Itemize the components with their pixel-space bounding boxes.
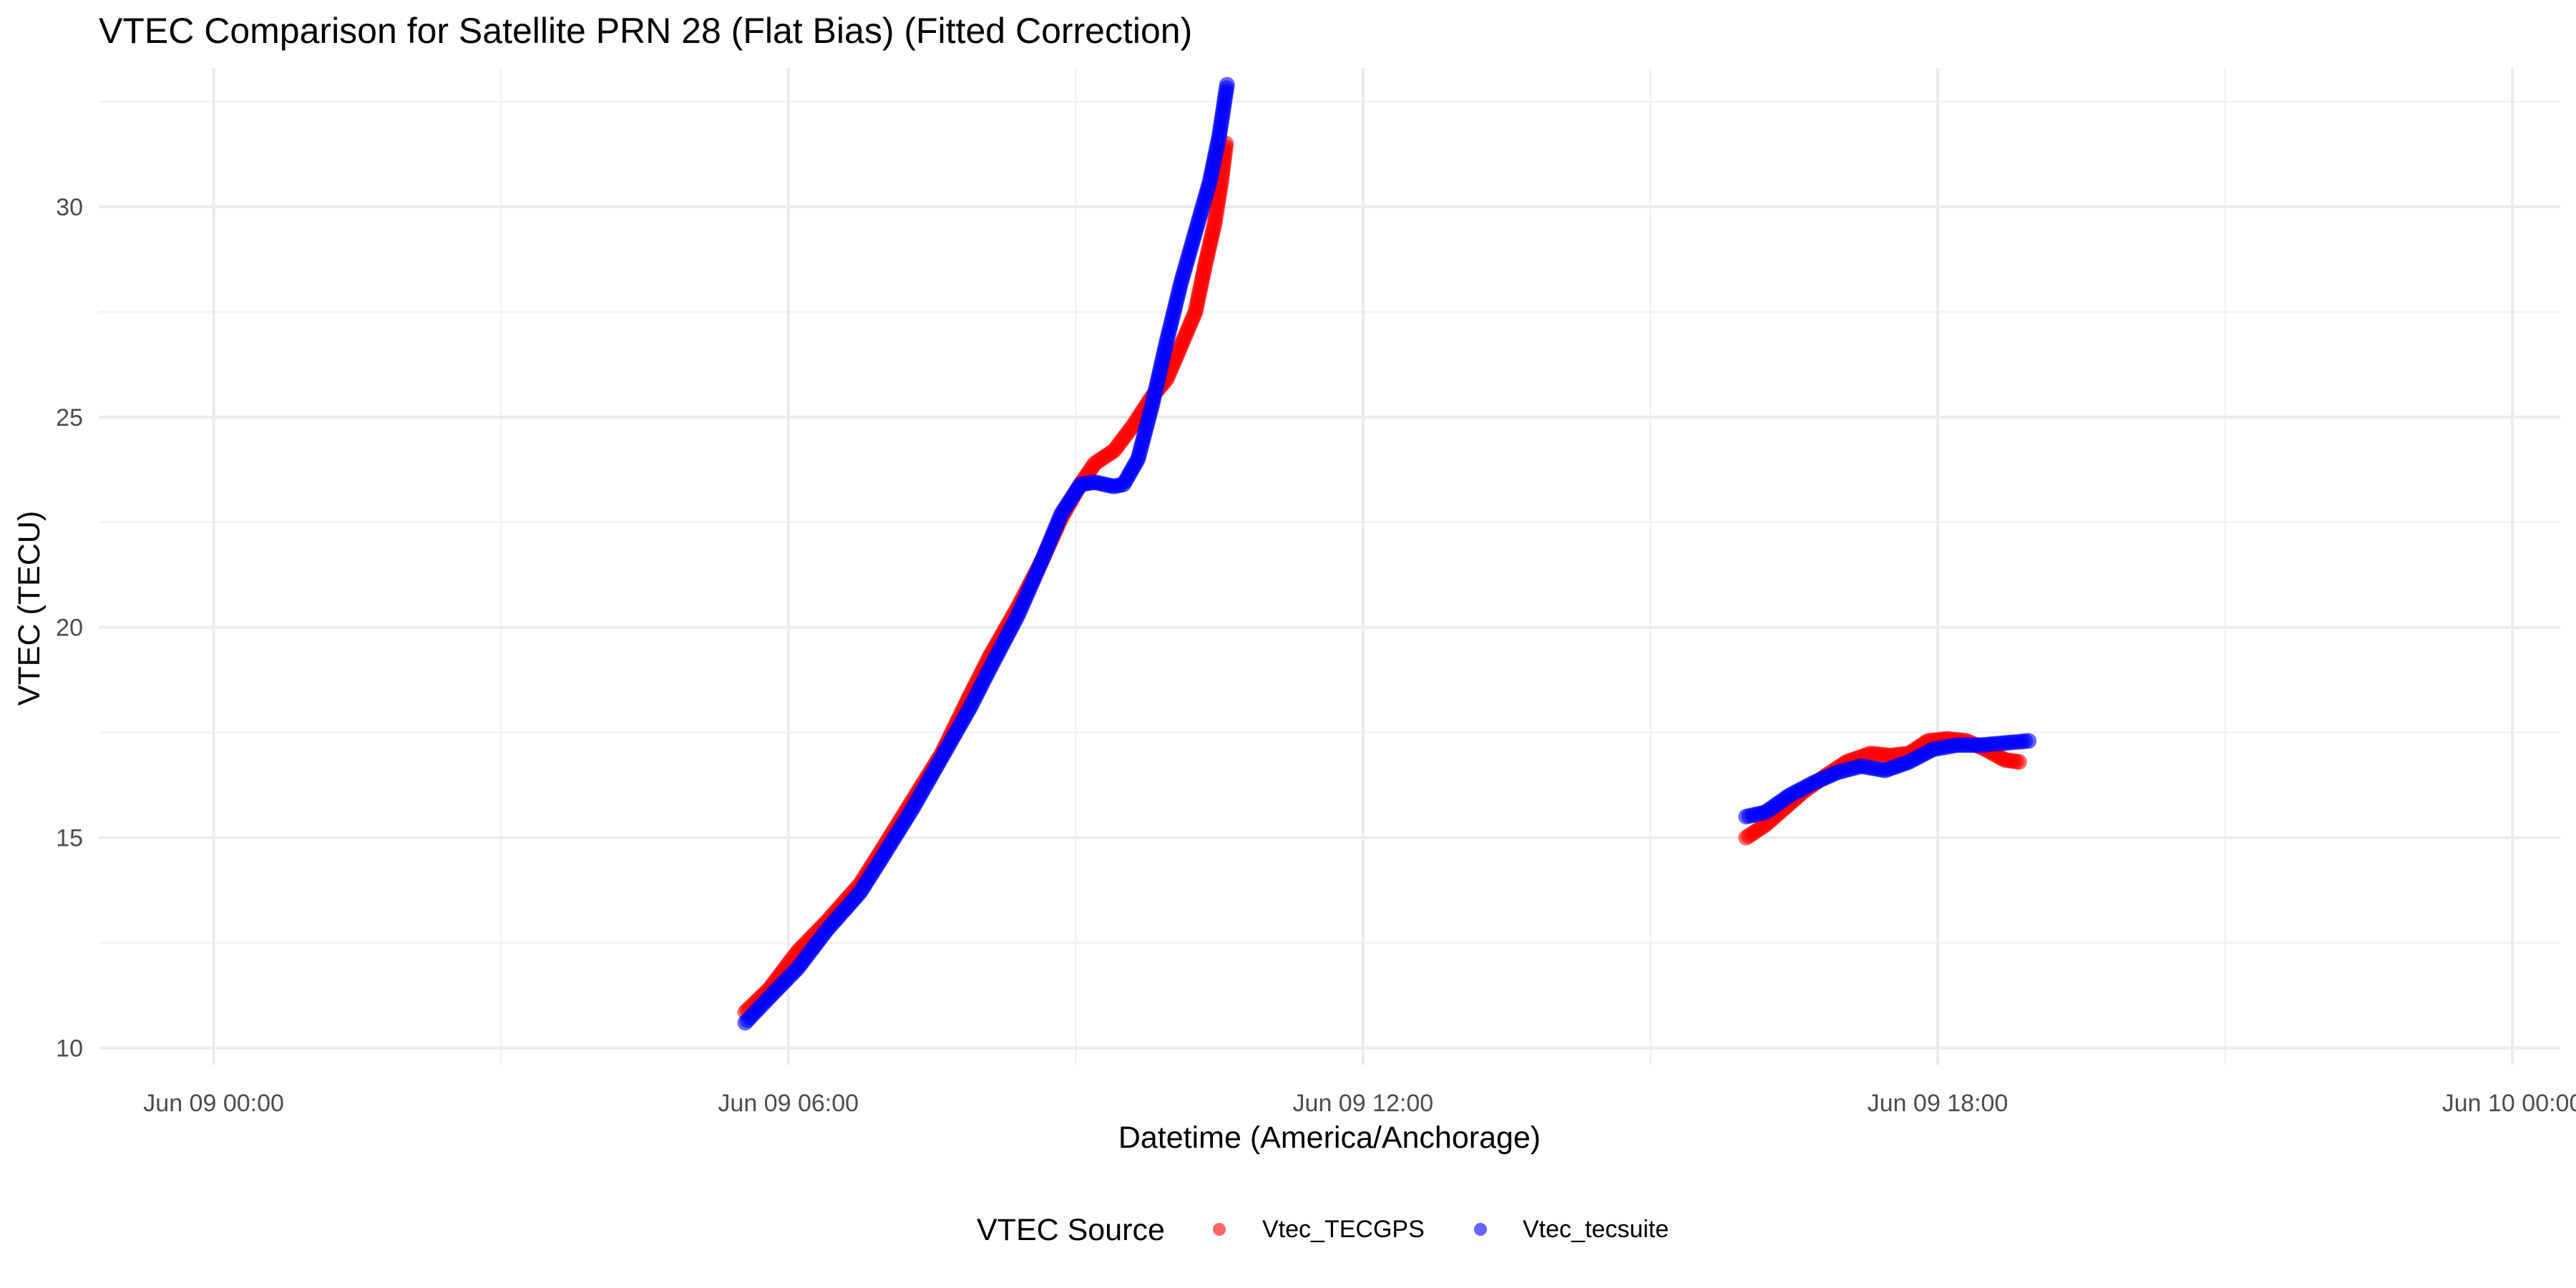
legend-label-vtec-tecgps: Vtec_TECGPS bbox=[1262, 1216, 1425, 1243]
data-point bbox=[1219, 77, 1235, 93]
x-tick-label: Jun 09 06:00 bbox=[718, 1090, 859, 1117]
y-tick-label: 20 bbox=[56, 615, 83, 642]
legend-label-vtec-tecsuite: Vtec_tecsuite bbox=[1523, 1216, 1669, 1243]
x-tick-label: Jun 09 18:00 bbox=[1868, 1090, 2009, 1117]
y-tick-label: 15 bbox=[56, 825, 83, 852]
y-tick-label: 10 bbox=[56, 1035, 83, 1062]
x-tick-label: Jun 10 00:00 bbox=[2442, 1090, 2576, 1117]
y-tick-label: 30 bbox=[56, 194, 83, 221]
data-point bbox=[2011, 753, 2027, 770]
grid bbox=[99, 68, 2560, 1065]
legend-key-vtec-tecsuite bbox=[1474, 1223, 1487, 1236]
y-tick-label: 25 bbox=[56, 404, 83, 431]
legend: VTEC Source Vtec_TECGPS Vtec_tecsuite bbox=[977, 1213, 1669, 1247]
x-axis-title: Datetime (America/Anchorage) bbox=[1118, 1121, 1541, 1155]
tick-labels: Jun 09 00:00 Jun 09 06:00 Jun 09 12:00 Jun … bbox=[56, 194, 2576, 1117]
chart-title: VTEC Comparison for Satellite PRN 28 (Fl… bbox=[99, 11, 1192, 51]
legend-title: VTEC Source bbox=[977, 1213, 1165, 1247]
x-tick-label: Jun 09 00:00 bbox=[143, 1090, 284, 1117]
series-vtec-tecsuite bbox=[737, 77, 2037, 1031]
data-point bbox=[2021, 733, 2037, 749]
legend-key-vtec-tecgps bbox=[1213, 1223, 1226, 1236]
y-axis-title: VTEC (TECU) bbox=[12, 511, 47, 706]
x-tick-label: Jun 09 12:00 bbox=[1293, 1090, 1434, 1117]
data-series bbox=[737, 77, 2037, 1031]
